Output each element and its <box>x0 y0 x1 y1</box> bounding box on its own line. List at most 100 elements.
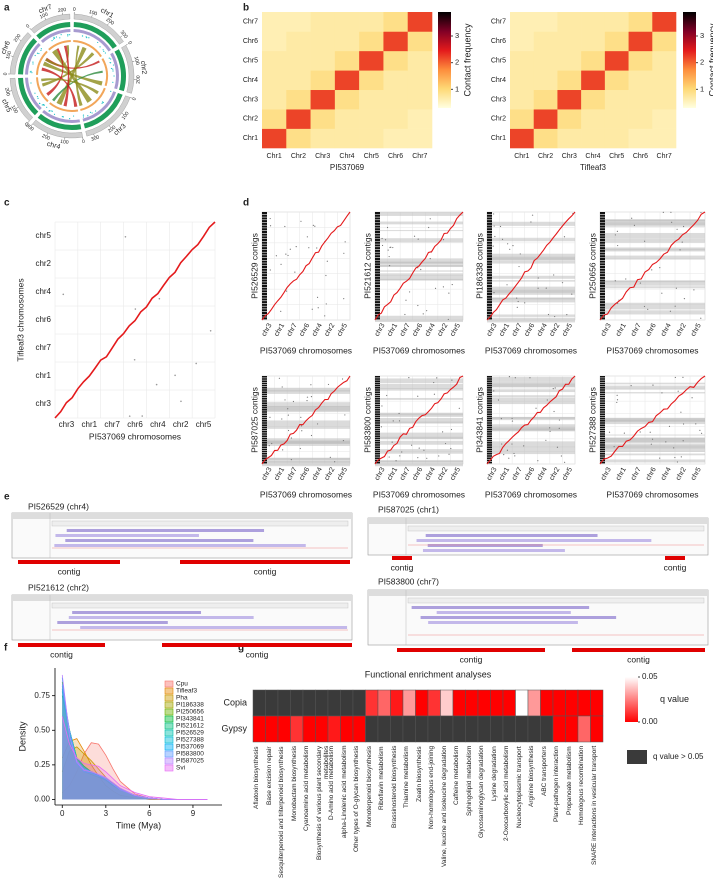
contig-tick <box>375 384 380 387</box>
synteny-link <box>41 67 78 107</box>
tick-label: 0 <box>131 97 138 102</box>
browser-title: PI521612 (chr2) <box>28 582 89 592</box>
heatmap-cell <box>262 12 287 32</box>
alignment-line <box>261 211 351 321</box>
contig-stripe <box>600 302 705 310</box>
heatmap-cell <box>377 715 391 743</box>
snp-dot <box>39 102 41 105</box>
column-label: Homologous recombination <box>578 746 585 826</box>
contig-stripe <box>375 221 463 225</box>
alignment-line <box>486 375 576 465</box>
contig-tick <box>375 282 380 285</box>
heatmap-cell <box>359 50 384 71</box>
contig-tick <box>487 439 492 442</box>
stray-dot <box>458 407 460 409</box>
repeat-track <box>25 43 41 75</box>
contig-stripe <box>375 230 463 232</box>
tick-mark <box>91 15 93 18</box>
stray-dot <box>531 214 534 216</box>
contig-tick <box>262 431 267 433</box>
contig-tick <box>262 225 267 228</box>
contig-stripe <box>487 297 575 303</box>
colorbar <box>625 677 638 722</box>
stray-dot <box>436 377 438 379</box>
contig-tick <box>487 400 492 402</box>
heatmap-cell <box>359 128 384 149</box>
contig-stripe <box>487 397 575 405</box>
y-tick-label: Chr7 <box>243 19 258 26</box>
heatmap-cell <box>315 689 329 717</box>
stray-dot <box>324 315 326 317</box>
contig-tick <box>375 417 380 420</box>
row-label: Gypsy <box>221 723 247 733</box>
stray-dot <box>614 234 616 236</box>
heatmap-cell <box>565 715 579 743</box>
x-tick-label: chr3 <box>486 322 499 337</box>
contig-tick <box>375 233 380 236</box>
snp-dot <box>104 52 106 54</box>
contig-stripe <box>487 260 575 264</box>
contig-tick <box>262 236 267 239</box>
browser-track <box>416 539 652 542</box>
contig-tick <box>487 393 492 396</box>
snp-dot <box>30 70 32 72</box>
contig-tick <box>600 311 605 314</box>
contig-tick <box>375 444 380 446</box>
stray-dot <box>287 414 289 416</box>
contig-tick <box>600 422 605 424</box>
browser-track <box>422 549 565 552</box>
gene-density-track <box>73 22 117 49</box>
x-tick-label: Chr2 <box>538 153 553 160</box>
stray-dot <box>447 318 449 321</box>
x-axis-title: PI537069 chromosomes <box>373 489 465 499</box>
stray-dot <box>679 249 681 251</box>
contig-stripe <box>375 238 463 243</box>
contig-stripe <box>375 449 463 454</box>
x-tick-label: chr2 <box>675 322 688 337</box>
stray-dot <box>420 268 422 271</box>
stray-dot <box>388 255 390 258</box>
heatmap-cell <box>515 689 529 717</box>
contig-tick <box>600 382 605 385</box>
heatmap-cell <box>407 31 433 52</box>
x-tick-label: chr5 <box>196 420 212 429</box>
stray-dot <box>631 217 633 219</box>
contig-tick <box>600 398 605 400</box>
contig-tick <box>487 448 492 451</box>
stray-dot <box>508 376 511 378</box>
contig-label: contig <box>50 649 73 659</box>
x-tick-label: chr1 <box>615 466 628 481</box>
heatmap-cell <box>310 70 336 91</box>
colorbar-tick-label: 2 <box>455 58 459 67</box>
stray-dot <box>392 246 394 249</box>
stray-dot <box>659 457 661 459</box>
stray-dot <box>433 381 435 384</box>
x-tick-label: Chr1 <box>267 153 282 160</box>
heatmap-cell <box>557 89 582 110</box>
contig-tick <box>487 255 492 258</box>
browser-ruler <box>407 597 705 604</box>
tick-label: 100 <box>5 50 13 60</box>
stray-dot <box>669 310 672 312</box>
stray-dot <box>659 267 661 269</box>
contig-tick <box>600 461 605 464</box>
tick-label: 200 <box>107 124 117 134</box>
heatmap-cell <box>510 31 535 52</box>
y-tick-label: Chr5 <box>243 57 258 64</box>
chromosome-label: chr6 <box>0 40 12 55</box>
contig-tick <box>262 212 267 215</box>
heatmap-cell <box>407 50 433 71</box>
contig-stripe <box>375 383 463 389</box>
colorbar-tick-label: 3 <box>455 31 459 40</box>
contig-stripe <box>487 395 575 398</box>
column-label: Plant-pathogen interaction <box>553 746 560 822</box>
contig-tick <box>262 376 267 378</box>
snp-dot <box>112 64 115 66</box>
snp-dot <box>61 116 64 118</box>
stray-dot <box>500 418 502 420</box>
contig-tick <box>600 266 605 269</box>
colorbar <box>438 12 451 108</box>
contig-tick <box>262 222 267 225</box>
x-tick-label: Chr2 <box>291 153 306 160</box>
x-tick-label: chr5 <box>336 466 349 481</box>
